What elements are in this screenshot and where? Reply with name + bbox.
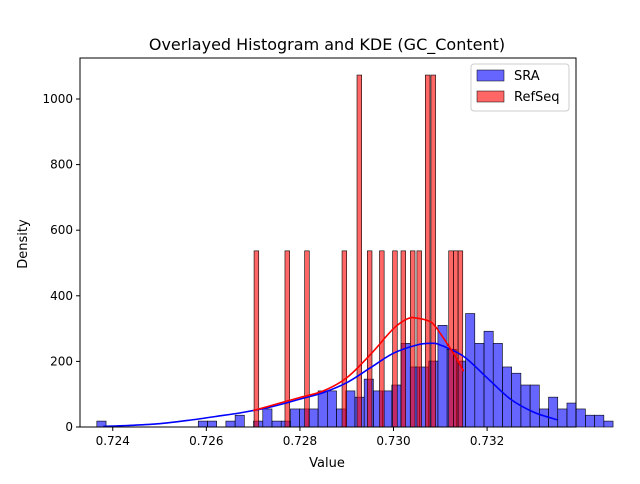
refseq-bar bbox=[253, 250, 260, 428]
x-tick-label: 0.728 bbox=[283, 434, 317, 448]
x-tick-label: 0.726 bbox=[189, 434, 223, 448]
sra-kde-line bbox=[103, 342, 558, 428]
refseq-kde-line bbox=[252, 316, 465, 412]
refseq-bar bbox=[416, 250, 422, 428]
x-axis: 0.724 0.726 0.728 0.730 0.732 bbox=[96, 427, 504, 448]
sra-bar bbox=[234, 414, 245, 428]
y-axis-label: Density bbox=[16, 219, 31, 269]
sra-bar bbox=[575, 408, 586, 428]
sra-bar bbox=[345, 390, 356, 428]
y-tick-label: 800 bbox=[50, 158, 73, 172]
sra-bar bbox=[557, 408, 568, 428]
sra-bar bbox=[308, 408, 319, 428]
refseq-bar bbox=[341, 250, 348, 428]
y-axis: 0 200 400 600 800 1000 bbox=[42, 92, 80, 434]
y-tick-label: 200 bbox=[50, 354, 73, 368]
x-tick-label: 0.724 bbox=[96, 434, 130, 448]
refseq-bar bbox=[367, 250, 373, 428]
refseq-bar bbox=[304, 250, 310, 428]
refseq-bar bbox=[457, 250, 464, 428]
legend-refseq-label: RefSeq bbox=[514, 90, 560, 105]
legend: SRA RefSeq bbox=[470, 63, 570, 112]
legend-refseq-swatch bbox=[476, 90, 505, 103]
refseq-bar bbox=[400, 250, 406, 428]
refseq-bar bbox=[392, 250, 398, 428]
sra-bar bbox=[290, 408, 300, 428]
sra-bar bbox=[474, 343, 485, 428]
y-tick-label: 600 bbox=[50, 223, 73, 237]
sra-bar bbox=[548, 396, 559, 428]
legend-sra-label: SRA bbox=[514, 69, 540, 84]
sra-bar bbox=[225, 420, 236, 428]
sra-bar bbox=[197, 420, 208, 428]
sra-bar bbox=[326, 390, 337, 428]
x-tick-label: 0.732 bbox=[470, 434, 504, 448]
refseq-bar bbox=[430, 74, 436, 428]
sra-bar bbox=[539, 408, 549, 428]
kde-lines bbox=[103, 316, 558, 428]
refseq-bar bbox=[448, 250, 454, 428]
y-tick-label: 1000 bbox=[42, 92, 73, 106]
sra-bar bbox=[566, 402, 577, 428]
plot-area-frame bbox=[79, 57, 577, 428]
sra-bar bbox=[594, 414, 605, 428]
refseq-bar bbox=[453, 250, 459, 428]
sra-bar bbox=[207, 420, 217, 428]
x-axis-label: Value bbox=[309, 456, 345, 471]
chart-title: Overlayed Histogram and KDE (GC_Content) bbox=[149, 35, 505, 55]
sra-bar bbox=[262, 408, 273, 428]
sra-bar bbox=[317, 390, 328, 428]
sra-bar bbox=[529, 384, 540, 428]
y-tick-label: 400 bbox=[50, 289, 73, 303]
sra-bar bbox=[465, 313, 476, 428]
sra-bar bbox=[585, 414, 595, 428]
sra-bar bbox=[271, 420, 282, 428]
sra-bar bbox=[603, 420, 614, 428]
refseq-histogram-bars bbox=[253, 74, 464, 428]
x-tick-label: 0.730 bbox=[376, 434, 410, 448]
refseq-bar bbox=[410, 250, 416, 428]
y-tick-label: 0 bbox=[65, 420, 73, 434]
refseq-bar bbox=[425, 74, 431, 428]
legend-sra-swatch bbox=[476, 69, 505, 82]
